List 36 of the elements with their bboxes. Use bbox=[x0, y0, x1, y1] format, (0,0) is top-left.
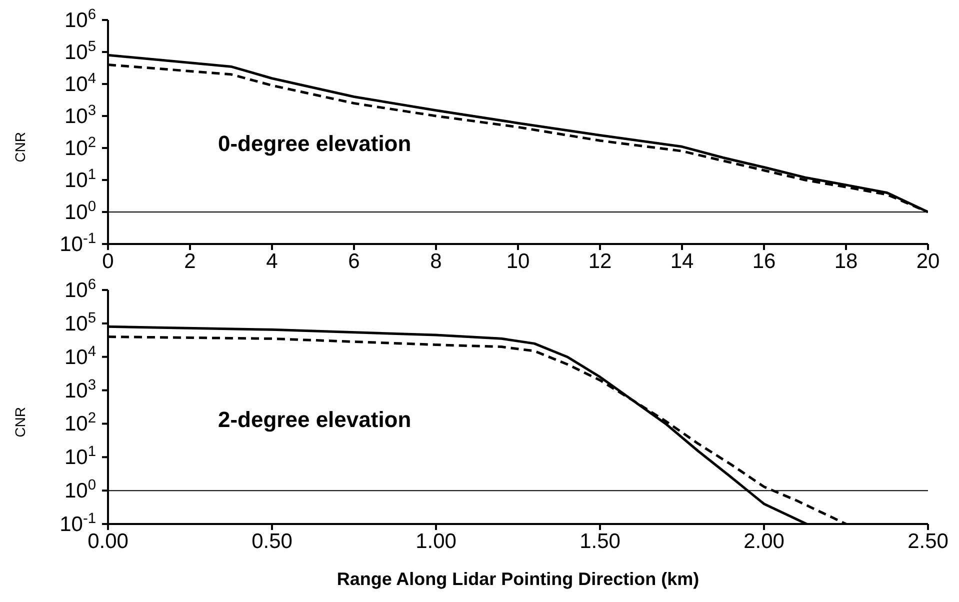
y-tick-label: 10$^{3}$ bbox=[64, 103, 96, 128]
x-tick-label: 1.50 bbox=[580, 530, 620, 553]
y-tick-label: 10$^{5}$ bbox=[64, 310, 96, 336]
x-tick-label: 2.50 bbox=[908, 530, 948, 553]
annotation: 0-degree elevation bbox=[218, 131, 412, 158]
x-tick-label: 0 bbox=[102, 250, 114, 273]
y-tick-label: 10$^{0}$ bbox=[64, 478, 96, 503]
x-tick-label: 4 bbox=[266, 250, 278, 273]
y-tick-label: 10$^{0}$ bbox=[64, 199, 96, 224]
y-tick-label: 10$^{4}$ bbox=[64, 71, 96, 96]
x-tick-label: 2.00 bbox=[744, 530, 784, 553]
annotation: 2-degree elevation bbox=[218, 407, 412, 434]
y-tick-label: 10$^{3}$ bbox=[64, 377, 96, 402]
x-tick-label: 14 bbox=[670, 250, 694, 273]
y-tick-label: 10$^{6}$ bbox=[64, 277, 96, 302]
x-axis-title: Range Along Lidar Pointing Direction (km) bbox=[336, 568, 700, 589]
x-tick-label: 18 bbox=[834, 250, 858, 273]
y-tick-label: 10$^{-1}$ bbox=[60, 231, 96, 256]
y-tick-label: 10$^{4}$ bbox=[64, 344, 96, 369]
y-tick-label: 10$^{1}$ bbox=[64, 167, 96, 192]
x-tick-label: 0.50 bbox=[252, 530, 292, 553]
y-tick-label: 10$^{5}$ bbox=[64, 39, 96, 64]
y-tick-label: 10$^{2}$ bbox=[64, 135, 96, 160]
x-tick-label: 20 bbox=[916, 250, 940, 273]
y-tick-label: 10$^{2}$ bbox=[64, 410, 96, 436]
x-tick-label: 10 bbox=[506, 250, 530, 273]
y-axis-title: CNR bbox=[12, 132, 28, 162]
x-tick-label: 2 bbox=[184, 250, 196, 273]
x-tick-label: 6 bbox=[348, 250, 360, 273]
y-tick-label: 10$^{1}$ bbox=[64, 444, 96, 470]
y-axis-title: CNR bbox=[12, 407, 28, 438]
x-tick-label: 8 bbox=[430, 250, 442, 273]
y-tick-label: 10$^{6}$ bbox=[64, 7, 96, 32]
x-tick-label: 1.00 bbox=[416, 530, 456, 553]
x-tick-label: 16 bbox=[752, 250, 776, 273]
x-tick-label: 12 bbox=[588, 250, 612, 273]
